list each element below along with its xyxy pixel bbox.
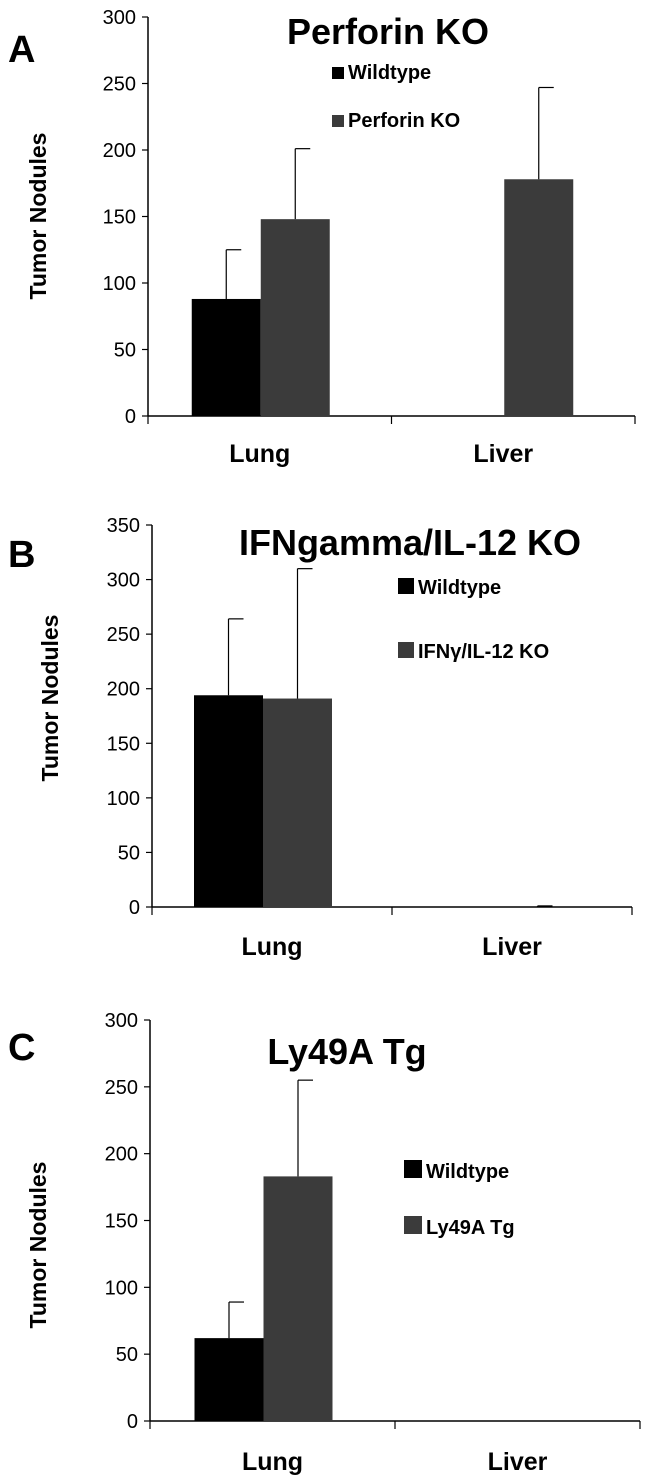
panel-c-letter: C bbox=[8, 1027, 35, 1069]
panel-c-legend-swatch bbox=[404, 1216, 422, 1234]
panel-b-legend-label: IFNγ/IL-12 KO bbox=[418, 641, 549, 663]
panel-a-y-tick-label: 50 bbox=[114, 340, 136, 362]
panel-a-letter: A bbox=[8, 29, 35, 71]
panel-c-bar-mutant bbox=[263, 1176, 333, 1421]
panel-c-legend-label: Wildtype bbox=[426, 1161, 509, 1183]
panel-b-y-tick-label: 300 bbox=[107, 570, 140, 592]
panel-b-letter: B bbox=[8, 534, 35, 576]
panel-a-title: Perforin KO bbox=[287, 11, 489, 52]
panel-b: B IFNgamma/IL-12 KO Tumor Nodules 0 50 100… bbox=[8, 515, 633, 961]
panel-c-category-label: Liver bbox=[488, 1448, 548, 1476]
panel-b-y-tick-label: 100 bbox=[107, 788, 140, 810]
panel-b-y-tick-label: 50 bbox=[118, 842, 140, 864]
panel-b-y-tick-label: 250 bbox=[107, 624, 140, 646]
panel-a-y-tick-label: 0 bbox=[125, 406, 136, 428]
panel-c-y-tick-label: 50 bbox=[116, 1344, 138, 1366]
panel-b-legend-swatch bbox=[398, 642, 414, 658]
panel-a-y-tick-label: 200 bbox=[103, 140, 136, 162]
panel-b-title: IFNgamma/IL-12 KO bbox=[239, 522, 581, 563]
panel-a-y-tick-label: 250 bbox=[103, 74, 136, 96]
panel-c-y-tick-label: 100 bbox=[105, 1277, 138, 1299]
panel-c-y-tick-label: 300 bbox=[105, 1010, 138, 1032]
panel-c-title: Ly49A Tg bbox=[267, 1031, 426, 1072]
panel-a-bar-mutant bbox=[504, 179, 574, 416]
panel-c-y-tick-label: 150 bbox=[105, 1211, 138, 1233]
panel-a-y-tick-label: 150 bbox=[103, 207, 136, 229]
panel-b-category-label: Lung bbox=[241, 933, 302, 961]
panel-a-legend-swatch bbox=[332, 115, 344, 127]
panel-c-legend-swatch bbox=[404, 1160, 422, 1178]
panel-a-y-tick-label: 300 bbox=[103, 7, 136, 29]
panel-a-bar-wildtype bbox=[191, 298, 261, 416]
panel-c-legend-label: Ly49A Tg bbox=[426, 1217, 515, 1239]
panel-b-bar-wildtype bbox=[194, 695, 263, 907]
panel-a-category-label: Lung bbox=[229, 440, 290, 468]
panel-a-legend-swatch bbox=[332, 67, 344, 79]
panel-c-y-tick-label: 0 bbox=[127, 1411, 138, 1433]
panel-a: A Perforin KO Tumor Nodules 0 50 100 150 200… bbox=[8, 7, 636, 468]
panel-b-bar-mutant bbox=[263, 698, 332, 907]
panel-b-legend-swatch bbox=[398, 578, 414, 594]
panel-c-bar-wildtype bbox=[194, 1338, 264, 1421]
panel-c-category-label: Lung bbox=[242, 1448, 303, 1476]
panel-b-legend-label: Wildtype bbox=[418, 577, 501, 599]
panel-c: C Ly49A Tg Tumor Nodules 0 50 100 150 200 250… bbox=[8, 1010, 641, 1476]
panel-a-y-tick-label: 100 bbox=[103, 273, 136, 295]
panel-c-y-axis-label: Tumor Nodules bbox=[25, 1162, 51, 1329]
panel-b-y-tick-label: 200 bbox=[107, 679, 140, 701]
panel-b-y-tick-label: 350 bbox=[107, 515, 140, 537]
panel-b-category-label: Liver bbox=[482, 933, 542, 961]
panel-b-y-tick-label: 0 bbox=[129, 897, 140, 919]
panel-a-legend-label: Wildtype bbox=[348, 62, 431, 84]
panel-c-y-tick-label: 250 bbox=[105, 1077, 138, 1099]
panel-c-y-tick-label: 200 bbox=[105, 1144, 138, 1166]
panel-b-y-tick-label: 150 bbox=[107, 733, 140, 755]
panel-a-category-label: Liver bbox=[473, 440, 533, 468]
panel-a-y-axis-label: Tumor Nodules bbox=[25, 133, 51, 300]
panel-a-bar-mutant bbox=[260, 219, 330, 416]
panel-b-y-axis-label: Tumor Nodules bbox=[37, 615, 63, 782]
panel-a-legend-label: Perforin KO bbox=[348, 110, 460, 132]
